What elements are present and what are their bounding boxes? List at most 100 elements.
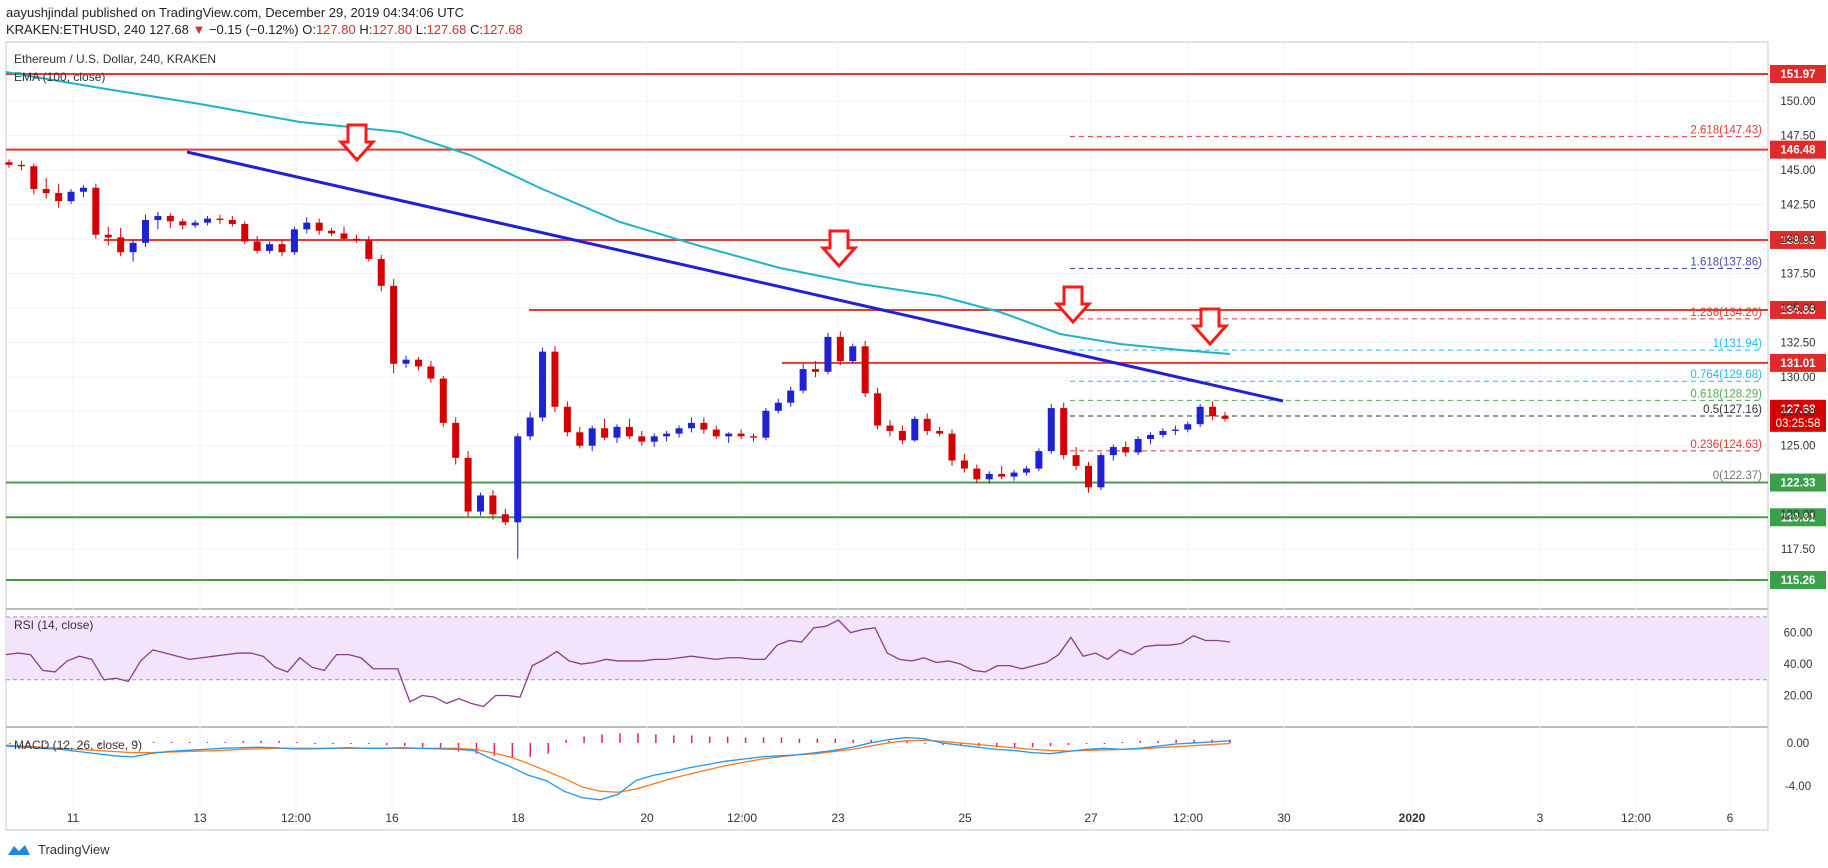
candle-body (141, 219, 149, 243)
y-tick-label: 127.50 (1780, 406, 1815, 418)
x-tick-label: 12:00 (1173, 811, 1203, 825)
grid (6, 42, 1768, 830)
open-label: O: (302, 22, 316, 37)
macd-signal-line (5, 739, 1231, 793)
candle-body (1196, 406, 1204, 425)
candle-body (650, 436, 658, 442)
candle-body (5, 162, 13, 165)
ema-line (5, 71, 1231, 355)
candle-body (204, 218, 212, 223)
level-tag (1770, 473, 1826, 492)
close-label: C: (469, 22, 483, 37)
y-tick-label: 117.50 (1781, 544, 1815, 556)
candle-body (1171, 429, 1179, 431)
fib-label: 0.764(129.68) (1690, 369, 1762, 381)
close-value: 127.68 (482, 22, 523, 37)
candle-body (1109, 447, 1117, 456)
candle-body (489, 495, 497, 515)
rsi-legend: RSI (14, close) (14, 618, 93, 632)
low-label: L: (415, 22, 427, 37)
down-arrow-icon (1190, 307, 1230, 347)
candle-body (1221, 416, 1229, 419)
x-tick-label: 25 (958, 811, 972, 825)
rsi-tick-label: 60.00 (1784, 628, 1813, 640)
x-tick-label: 27 (1084, 811, 1098, 825)
candle-body (973, 468, 981, 480)
candle-body (191, 222, 199, 226)
candle-body (1159, 430, 1167, 435)
candle-body (67, 191, 75, 202)
candle-body (960, 460, 968, 469)
fib-label: 0.5(127.16) (1703, 404, 1762, 416)
fib-label: 2.618(147.43) (1690, 125, 1762, 137)
high-value: 127.80 (372, 22, 413, 37)
bearish-trendline (186, 150, 1284, 403)
candle-body (936, 430, 944, 434)
fib-label: 1(131.94) (1713, 338, 1762, 350)
candle-body (439, 378, 447, 423)
x-tick-label: 16 (385, 811, 399, 825)
y-tick-label: 125.00 (1780, 441, 1815, 453)
candle-body (1022, 468, 1030, 473)
level-tag-label: 131.01 (1780, 358, 1816, 370)
candle-body (117, 237, 125, 253)
candle-body (712, 429, 720, 437)
candle-body (501, 514, 509, 523)
candle-body (241, 224, 249, 242)
candle-body (17, 164, 25, 167)
level-tag-label: 115.26 (1781, 575, 1816, 587)
candle-body (216, 218, 224, 220)
ohlc-readout: KRAKEN:ETHUSD, 240 127.68 ▼ −0.15 (−0.12… (6, 21, 523, 38)
y-tick-label: 130.00 (1780, 372, 1815, 384)
candle-body (414, 359, 422, 367)
candle-body (228, 219, 236, 224)
candle-body (774, 402, 782, 411)
macd-tick-label: -4.00 (1785, 781, 1811, 793)
footer: TradingView (6, 842, 110, 857)
ema-polyline (5, 71, 1231, 355)
level-tag (1770, 230, 1826, 249)
tradingview-logo-icon (8, 844, 30, 855)
candle-body (700, 422, 708, 430)
macd-pane: 0.00 -4.00 (5, 733, 1811, 801)
trendline[interactable] (186, 150, 1284, 403)
x-tick-label: 18 (511, 811, 525, 825)
tradingview-brand[interactable]: TradingView (38, 842, 110, 857)
candle-body (42, 189, 50, 194)
candle-body (1072, 455, 1080, 466)
current-price-tag (1770, 399, 1826, 432)
annotation-arrows (337, 123, 1230, 347)
candle-body (55, 193, 63, 202)
candle-body (911, 418, 919, 441)
published-text: published on TradingView.com, December 2… (81, 5, 464, 20)
level-tag-label: 134.85 (1780, 305, 1816, 317)
countdown-timer: 03:25:58 (1776, 418, 1821, 430)
candle-body (588, 428, 596, 446)
candle-body (452, 422, 460, 458)
candle-body (613, 426, 621, 438)
level-tag (1770, 353, 1826, 372)
candle-body (998, 473, 1006, 477)
candle-body (687, 422, 695, 429)
y-tick-label: 120.00 (1780, 510, 1815, 522)
low-value: 127.68 (426, 22, 467, 37)
candle-body (1035, 451, 1043, 469)
ema-legend: EMA (100, close) (14, 70, 105, 84)
candle-body (1060, 408, 1068, 456)
symbol-label: KRAKEN:ETHUSD, 240 (6, 22, 146, 37)
candle-body (1134, 439, 1142, 453)
candle-body (737, 433, 745, 437)
down-arrow-icon (337, 123, 377, 163)
candle-body (427, 366, 435, 379)
candle-body (985, 473, 993, 480)
publisher-name[interactable]: aayushjindal (6, 5, 79, 20)
high-label: H: (359, 22, 373, 37)
current-price-label: 127.68 (1780, 404, 1816, 416)
candle-body (1122, 447, 1130, 453)
fib-label: 0(122.37) (1713, 470, 1762, 482)
open-value: 127.80 (315, 22, 356, 37)
candle-body (787, 390, 795, 403)
candle-body (601, 428, 609, 438)
candle-body (898, 430, 906, 441)
